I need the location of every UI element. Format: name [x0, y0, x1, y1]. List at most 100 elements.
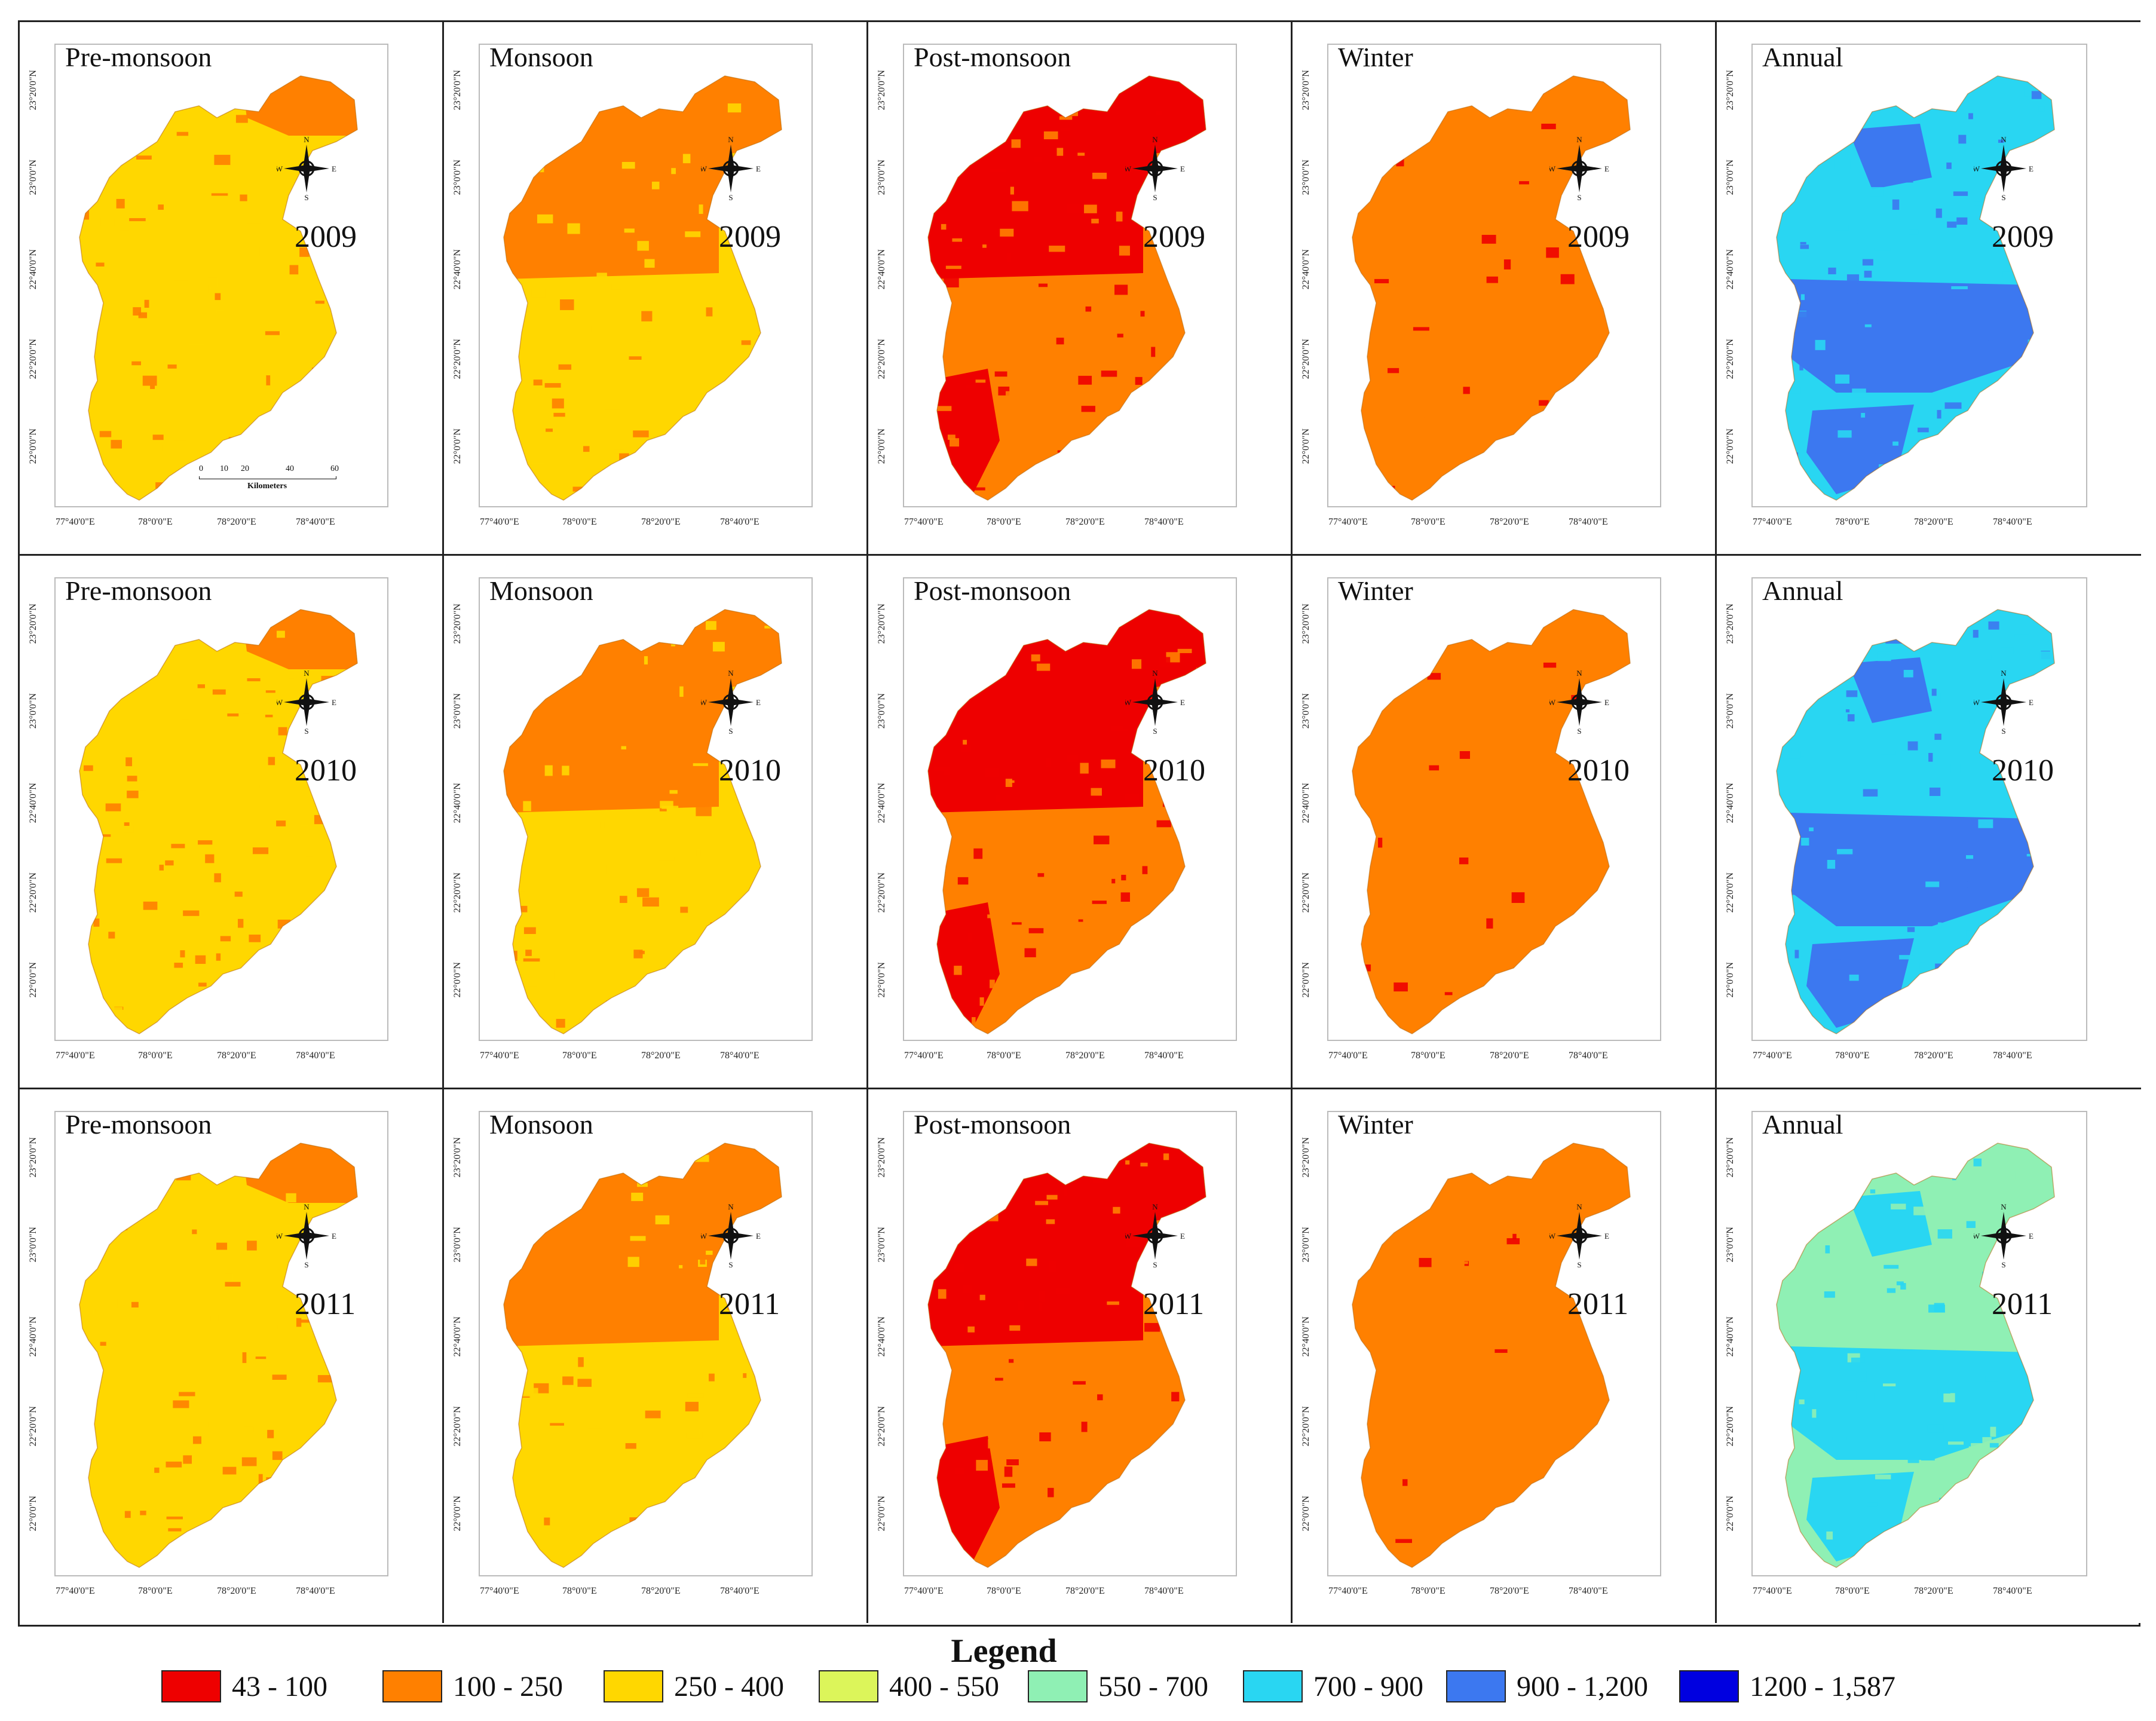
- class-speckle: [531, 463, 545, 469]
- class-speckle: [647, 1500, 657, 1505]
- class-speckle: [1102, 379, 1113, 385]
- class-speckle: [1471, 642, 1485, 647]
- longitude-tick-label: 77°40'0"E: [1328, 517, 1368, 527]
- map-panel: Winter 2009 N S E W 23°20'0"N 23°0'0"N 22°40'0"N…: [1293, 22, 1717, 556]
- class-speckle: [267, 1429, 274, 1438]
- class-speckle: [590, 108, 603, 114]
- class-speckle: [108, 932, 115, 939]
- compass-rose-icon: N S E W: [1549, 1203, 1609, 1269]
- class-speckle: [198, 1539, 212, 1547]
- class-speckle: [272, 1451, 283, 1460]
- class-speckle: [1073, 1381, 1086, 1385]
- class-speckle: [1188, 1227, 1193, 1237]
- class-speckle: [572, 951, 581, 961]
- class-speckle: [99, 431, 112, 437]
- class-speckle: [1363, 94, 1378, 98]
- class-speckle: [2025, 1387, 2029, 1392]
- class-speckle: [1162, 413, 1170, 417]
- basin-map: [927, 609, 1206, 1034]
- class-speckle: [938, 1289, 947, 1299]
- compass-s-label: S: [304, 193, 308, 201]
- class-speckle: [2019, 919, 2032, 923]
- class-speckle: [933, 156, 945, 162]
- class-speckle: [124, 826, 134, 833]
- map-frame: [903, 44, 1237, 507]
- class-speckle: [1870, 187, 1884, 197]
- class-speckle: [615, 1143, 632, 1153]
- class-speckle: [113, 489, 118, 500]
- class-speckle: [92, 1180, 105, 1185]
- class-speckle: [1180, 797, 1193, 807]
- class-speckle: [629, 1547, 633, 1552]
- class-speckle: [346, 734, 357, 743]
- compass-s-label: S: [2001, 1260, 2005, 1269]
- class-speckle: [1028, 1015, 1037, 1024]
- class-speckle: [115, 958, 129, 961]
- class-speckle: [179, 1392, 195, 1397]
- compass-n-label: N: [1576, 669, 1582, 678]
- class-speckle: [1919, 962, 1925, 973]
- class-speckle: [1125, 793, 1140, 802]
- season-label: Annual: [1762, 42, 1843, 72]
- class-speckle: [1046, 1219, 1055, 1224]
- class-speckle: [1395, 1539, 1412, 1544]
- class-speckle: [310, 1545, 316, 1552]
- class-speckle: [1101, 843, 1105, 852]
- class-speckle: [125, 757, 133, 767]
- class-speckle: [1546, 247, 1559, 258]
- class-speckle: [2025, 1010, 2030, 1013]
- class-speckle: [1128, 961, 1133, 972]
- season-label: Pre-monsoon: [65, 42, 212, 72]
- class-speckle: [1061, 127, 1071, 132]
- longitude-tick-label: 78°40'0"E: [1144, 1051, 1184, 1061]
- class-speckle: [301, 825, 308, 829]
- class-speckle: [1477, 889, 1489, 892]
- class-speckle: [1101, 760, 1116, 768]
- class-speckle: [1539, 400, 1549, 406]
- class-speckle: [220, 936, 231, 942]
- latitude-tick-label: 23°20'0"N: [877, 604, 887, 644]
- class-speckle: [114, 467, 123, 471]
- class-speckle: [1978, 819, 1993, 828]
- map-panel: Monsoon 2011 N S E W 23°20'0"N 23°0'0"N 22°40'0"…: [444, 1089, 868, 1623]
- class-speckle: [2023, 1531, 2038, 1537]
- class-speckle: [1882, 960, 1890, 969]
- class-speckle: [712, 1236, 727, 1242]
- class-speckle: [183, 91, 189, 94]
- class-speckle: [1132, 483, 1141, 491]
- class-speckle: [531, 289, 546, 298]
- class-speckle: [214, 873, 221, 883]
- class-speckle: [2038, 152, 2050, 156]
- class-speckle: [1048, 1536, 1062, 1547]
- latitude-tick-label: 23°20'0"N: [28, 70, 38, 111]
- class-speckle: [683, 142, 692, 151]
- longitude-tick-label: 78°0'0"E: [1835, 1586, 1870, 1596]
- class-speckle: [1401, 277, 1418, 282]
- season-label: Post-monsoon: [914, 42, 1071, 72]
- latitude-tick-label: 22°40'0"N: [28, 249, 38, 290]
- class-speckle: [191, 165, 197, 174]
- class-speckle: [1519, 181, 1529, 185]
- class-speckle: [308, 1276, 316, 1287]
- class-speckle: [93, 918, 100, 927]
- class-speckle: [1582, 1484, 1589, 1493]
- class-speckle: [1100, 92, 1109, 96]
- class-speckle: [1392, 1181, 1405, 1184]
- class-speckle: [646, 336, 652, 342]
- class-speckle: [538, 970, 555, 980]
- class-speckle: [1185, 189, 1192, 195]
- class-speckle: [1034, 157, 1042, 163]
- legend-label: 550 - 700: [1098, 1671, 1208, 1702]
- longitude-tick-label: 78°40'0"E: [1993, 517, 2032, 527]
- class-speckle: [1178, 795, 1190, 802]
- class-speckle: [303, 408, 308, 414]
- compass-e-label: E: [756, 164, 761, 173]
- base-class-area: [79, 1143, 357, 1567]
- class-speckle: [1038, 1302, 1043, 1312]
- class-speckle: [1897, 697, 1913, 705]
- compass-w-label: W: [277, 1232, 283, 1241]
- class-speckle: [1092, 173, 1107, 179]
- class-speckle: [1402, 1479, 1408, 1486]
- class-speckle: [1506, 1238, 1520, 1245]
- class-speckle: [1078, 375, 1092, 385]
